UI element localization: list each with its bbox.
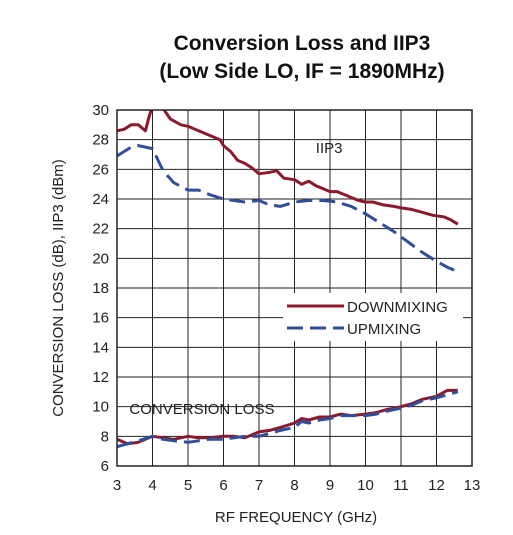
y-tick-label-7: 20 — [92, 250, 109, 267]
y-axis-label: CONVERSION LOSS (dB), IIP3 (dBm) — [50, 159, 67, 417]
chart-title-line1: Conversion Loss and IIP3 — [174, 32, 431, 55]
plot-frame — [116, 109, 473, 467]
legend-background — [283, 293, 463, 341]
y-tick-label-4: 14 — [92, 339, 109, 356]
conversion-loss-annotation: CONVERSION LOSS — [129, 401, 274, 418]
series-line-iip3-upmixing — [117, 144, 459, 274]
y-tick-label-2: 10 — [92, 399, 109, 416]
series-group — [117, 110, 459, 449]
x-tick-label-4: 7 — [255, 477, 263, 494]
y-tick-label-3: 12 — [92, 369, 109, 386]
y-tick-label-6: 18 — [92, 280, 109, 297]
legend-label-upmixing: UPMIXING — [347, 321, 421, 338]
legend: DOWNMIXING UPMIXING — [283, 293, 463, 341]
x-tick-label-2: 5 — [184, 477, 192, 494]
y-tick-label-1: 8 — [101, 428, 109, 445]
y-tick-label-11: 28 — [92, 132, 109, 149]
x-tick-label-9: 12 — [428, 477, 445, 494]
y-tick-label-10: 26 — [92, 161, 109, 178]
y-tick-label-0: 6 — [101, 458, 109, 475]
y-tick-label-5: 16 — [92, 310, 109, 327]
x-tick-label-5: 8 — [290, 477, 298, 494]
x-tick-label-0: 3 — [113, 477, 121, 494]
series-line-conversion_loss-upmixing — [117, 390, 459, 449]
y-tick-label-8: 22 — [92, 221, 109, 238]
series-line-iip3-downmixing — [117, 110, 459, 226]
x-tick-label-8: 11 — [393, 477, 409, 494]
y-tick-label-12: 30 — [92, 102, 109, 119]
y-tick-label-9: 24 — [92, 191, 109, 208]
x-tick-label-6: 9 — [326, 477, 334, 494]
x-tick-label-1: 4 — [148, 477, 156, 494]
x-axis-label: RF FREQUENCY (GHz) — [215, 509, 377, 526]
legend-label-downmixing: DOWNMIXING — [347, 299, 448, 316]
tick-labels: 3 4 5 6 7 8 9 10 11 12 13 6 8 10 12 14 16 18 20 22 24 26 28 30 — [92, 102, 480, 494]
iip3-annotation: IIP3 — [316, 140, 343, 157]
chart-title-line2: (Low Side LO, IF = 1890MHz) — [159, 60, 444, 83]
x-tick-label-7: 10 — [357, 477, 374, 494]
x-tick-label-10: 13 — [464, 477, 481, 494]
x-tick-label-3: 6 — [219, 477, 227, 494]
